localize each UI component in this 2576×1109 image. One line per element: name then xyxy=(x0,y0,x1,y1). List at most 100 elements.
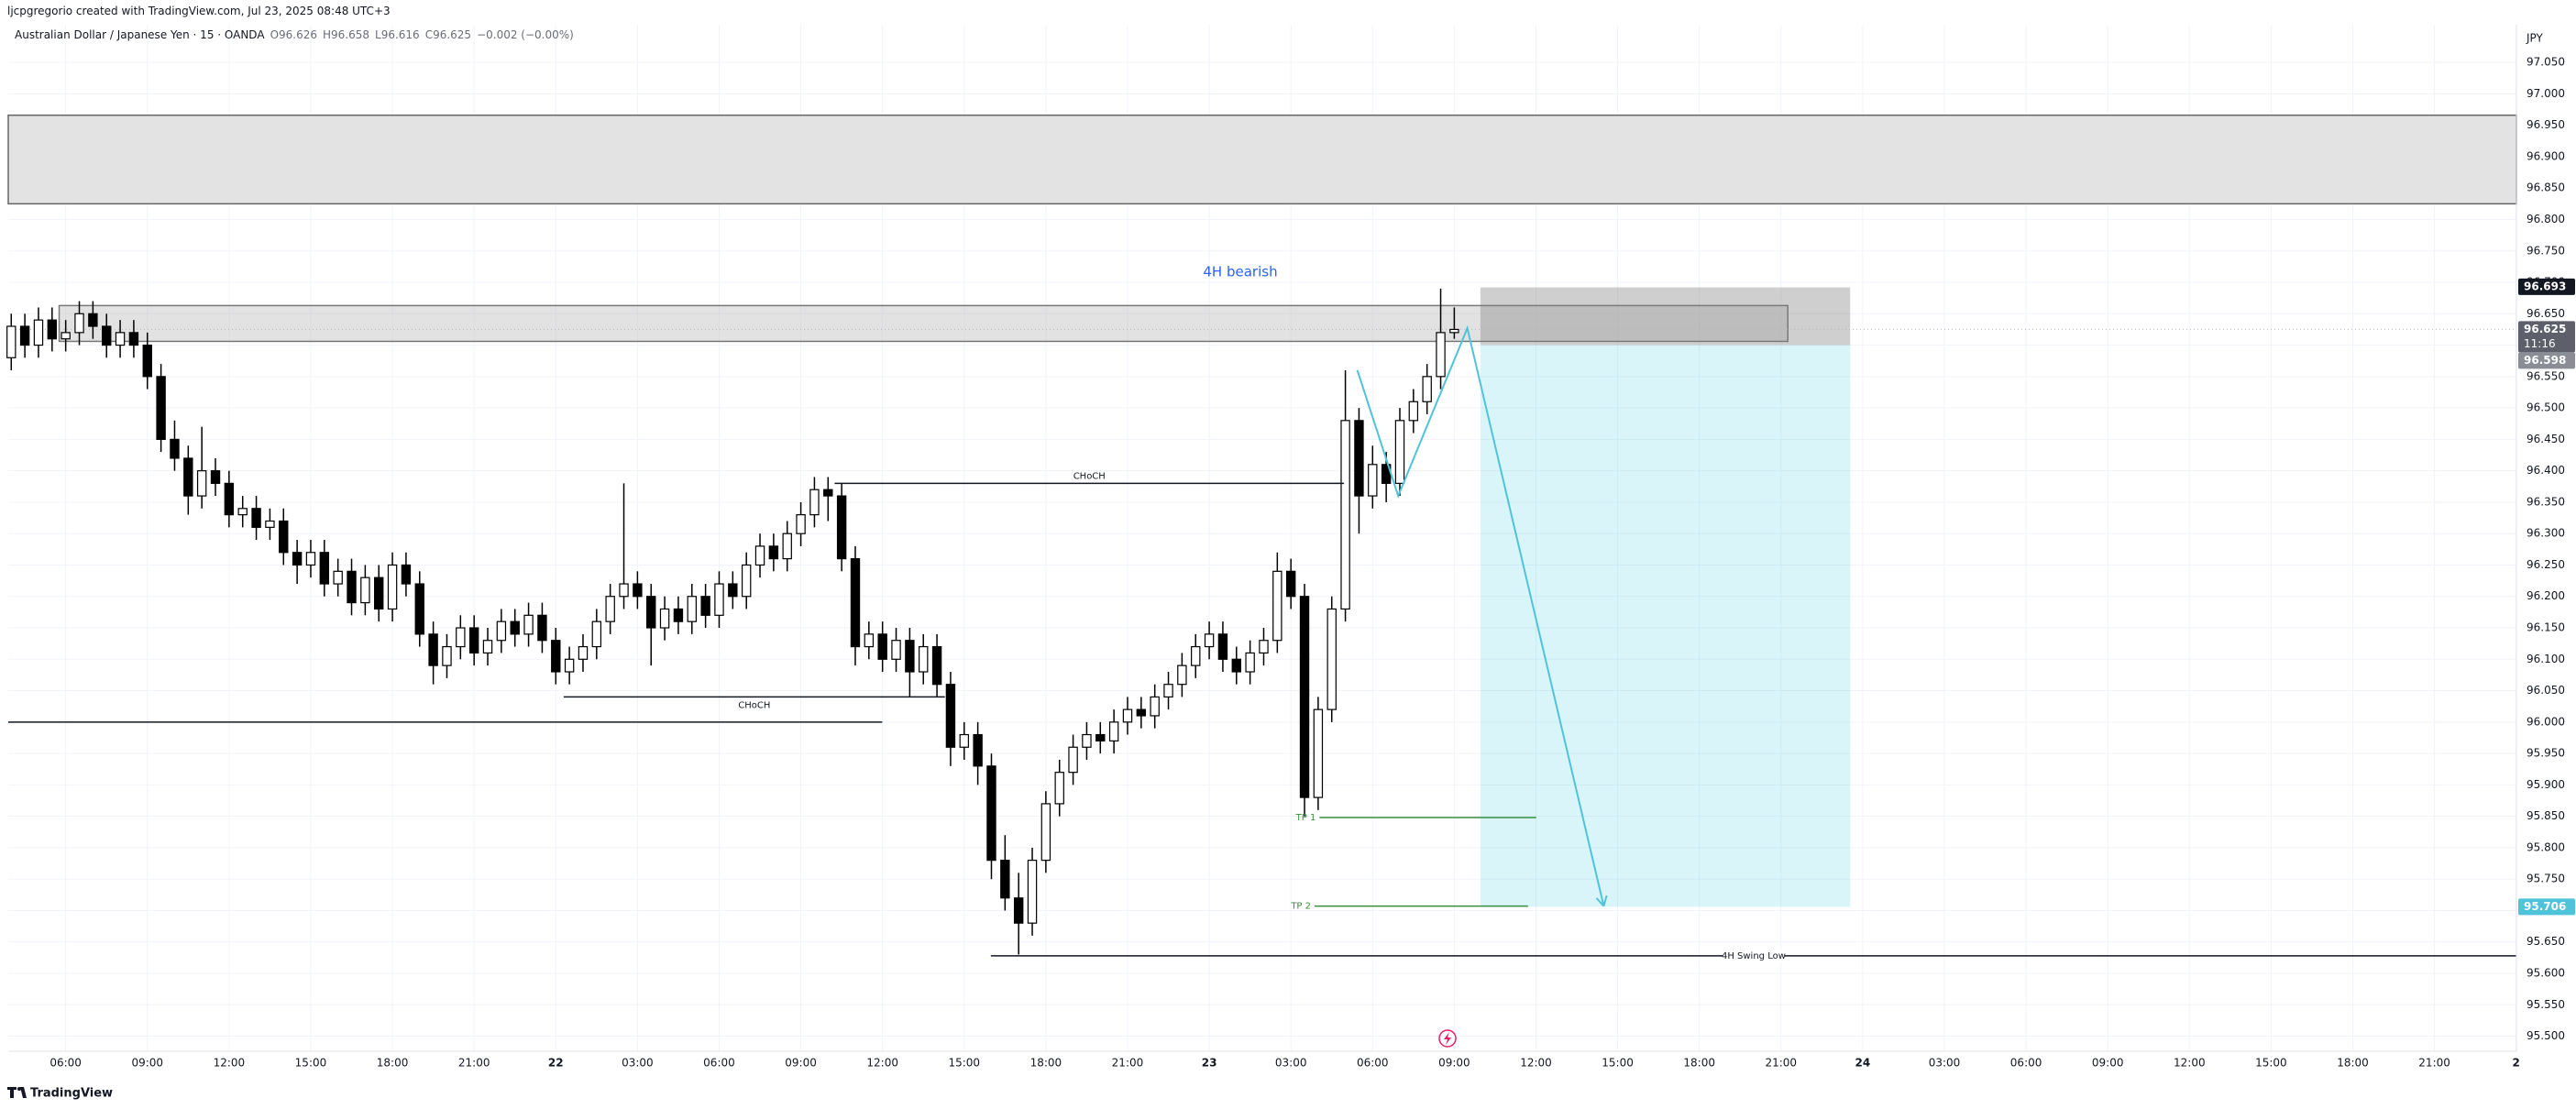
stop-area xyxy=(1480,287,1851,346)
price-label-box xyxy=(2518,898,2575,916)
candle-body xyxy=(1313,708,1324,798)
candle-body xyxy=(591,620,602,648)
y-tick-label: 95.500 xyxy=(2526,1029,2565,1042)
candle-body xyxy=(1095,733,1106,741)
candle-body xyxy=(347,570,357,604)
level-label: 4H Swing Low xyxy=(1722,951,1786,961)
candle-body xyxy=(1163,684,1173,698)
candle-body xyxy=(510,620,520,635)
y-tick-label: 95.950 xyxy=(2526,747,2565,760)
x-tick-label: 18:00 xyxy=(1683,1057,1715,1070)
x-tick-label: 09:00 xyxy=(2092,1057,2124,1070)
symbol-title: Australian Dollar / Japanese Yen · 15 · … xyxy=(15,28,265,41)
y-tick-label: 95.650 xyxy=(2526,935,2565,948)
candle-body xyxy=(224,482,235,516)
candle-body xyxy=(1027,860,1038,924)
y-tick-label: 96.500 xyxy=(2526,401,2565,414)
candle-body xyxy=(1150,696,1160,717)
y-tick-label: 96.000 xyxy=(2526,715,2565,728)
zone xyxy=(58,304,1789,343)
candle-body xyxy=(142,344,152,378)
candle-body xyxy=(919,645,929,673)
x-tick-label: 06:00 xyxy=(1357,1057,1389,1070)
y-tick-label: 96.200 xyxy=(2526,589,2565,602)
candle-body xyxy=(605,596,615,622)
y-tick-label: 95.550 xyxy=(2526,998,2565,1011)
x-tick-label: 18:00 xyxy=(2337,1057,2369,1070)
brand-logo-dot xyxy=(17,1087,21,1091)
candle-body xyxy=(1122,708,1133,723)
candle-body xyxy=(442,645,452,666)
candle-body xyxy=(61,332,71,340)
candle-body xyxy=(537,614,547,642)
price-label-box xyxy=(2518,321,2575,353)
price-label: 96.693 xyxy=(2524,280,2566,292)
candle-body xyxy=(1191,645,1201,666)
y-tick-label: 96.950 xyxy=(2526,118,2565,131)
x-tick-label: 18:00 xyxy=(1030,1057,1062,1070)
label-bg xyxy=(1722,949,1785,962)
candle-body xyxy=(1136,708,1147,717)
candle-body xyxy=(551,640,561,673)
candle-body xyxy=(1000,860,1010,899)
target-area xyxy=(1480,345,1851,907)
candle-body xyxy=(156,376,166,440)
candle-body xyxy=(523,614,534,635)
y-tick-label: 95.750 xyxy=(2526,873,2565,885)
candle-body xyxy=(931,645,942,686)
candle-body xyxy=(128,332,139,346)
candle-body xyxy=(973,733,983,767)
candle-body xyxy=(47,319,58,340)
candle-body xyxy=(1082,733,1092,748)
candle-body xyxy=(102,325,112,346)
candle-body xyxy=(1013,897,1024,924)
y-tick-label: 96.050 xyxy=(2526,684,2565,697)
candle-body xyxy=(1054,772,1064,805)
x-tick-label: 12:00 xyxy=(1520,1057,1552,1070)
candle-body xyxy=(809,489,820,516)
candle-body xyxy=(959,733,969,748)
x-tick-label: 03:00 xyxy=(622,1057,654,1070)
x-tick-label: 03:00 xyxy=(1929,1057,1961,1070)
candle-body xyxy=(864,633,875,648)
candle-body xyxy=(1204,633,1215,648)
candle-body xyxy=(237,508,248,516)
x-tick-label: 09:00 xyxy=(785,1057,817,1070)
candle-body xyxy=(1340,420,1350,610)
candle-body xyxy=(456,627,466,648)
candle-body xyxy=(19,325,30,346)
candle-body xyxy=(714,583,724,616)
candle-body xyxy=(1068,746,1078,774)
y-tick-label: 96.550 xyxy=(2526,369,2565,382)
symbol-legend: Australian Dollar / Japanese Yen · 15 · … xyxy=(15,28,574,41)
y-tick-label: 95.800 xyxy=(2526,840,2565,853)
x-tick-label: 15:00 xyxy=(948,1057,980,1070)
candle-body xyxy=(1327,608,1337,710)
legend-low: L96.616 xyxy=(375,28,420,41)
candle-body xyxy=(1217,633,1228,660)
x-tick-label: 2 xyxy=(2513,1057,2520,1070)
level-label: TP 2 xyxy=(1290,902,1311,912)
candle-body xyxy=(170,438,180,459)
candle-body xyxy=(877,633,887,660)
candle-body xyxy=(1285,570,1296,598)
y-tick-label: 96.850 xyxy=(2526,181,2565,194)
level-label: CHoCH xyxy=(1073,471,1106,481)
candle-body xyxy=(646,596,656,629)
candle-body xyxy=(292,552,303,566)
price-label: 96.598 xyxy=(2524,354,2566,367)
candle-body xyxy=(414,583,424,635)
y-tick-label: 97.000 xyxy=(2526,87,2565,100)
candle-body xyxy=(741,564,752,598)
y-tick-label: 96.900 xyxy=(2526,149,2565,162)
candle-body xyxy=(1436,332,1446,378)
candle-body xyxy=(115,332,126,346)
candle-body xyxy=(265,520,275,528)
x-tick-label: 12:00 xyxy=(866,1057,898,1070)
candle-body xyxy=(319,552,330,585)
x-tick-label: 09:00 xyxy=(1438,1057,1470,1070)
x-tick-label: 21:00 xyxy=(2418,1057,2450,1070)
x-tick-label: 06:00 xyxy=(703,1057,735,1070)
candle-body xyxy=(88,313,98,327)
